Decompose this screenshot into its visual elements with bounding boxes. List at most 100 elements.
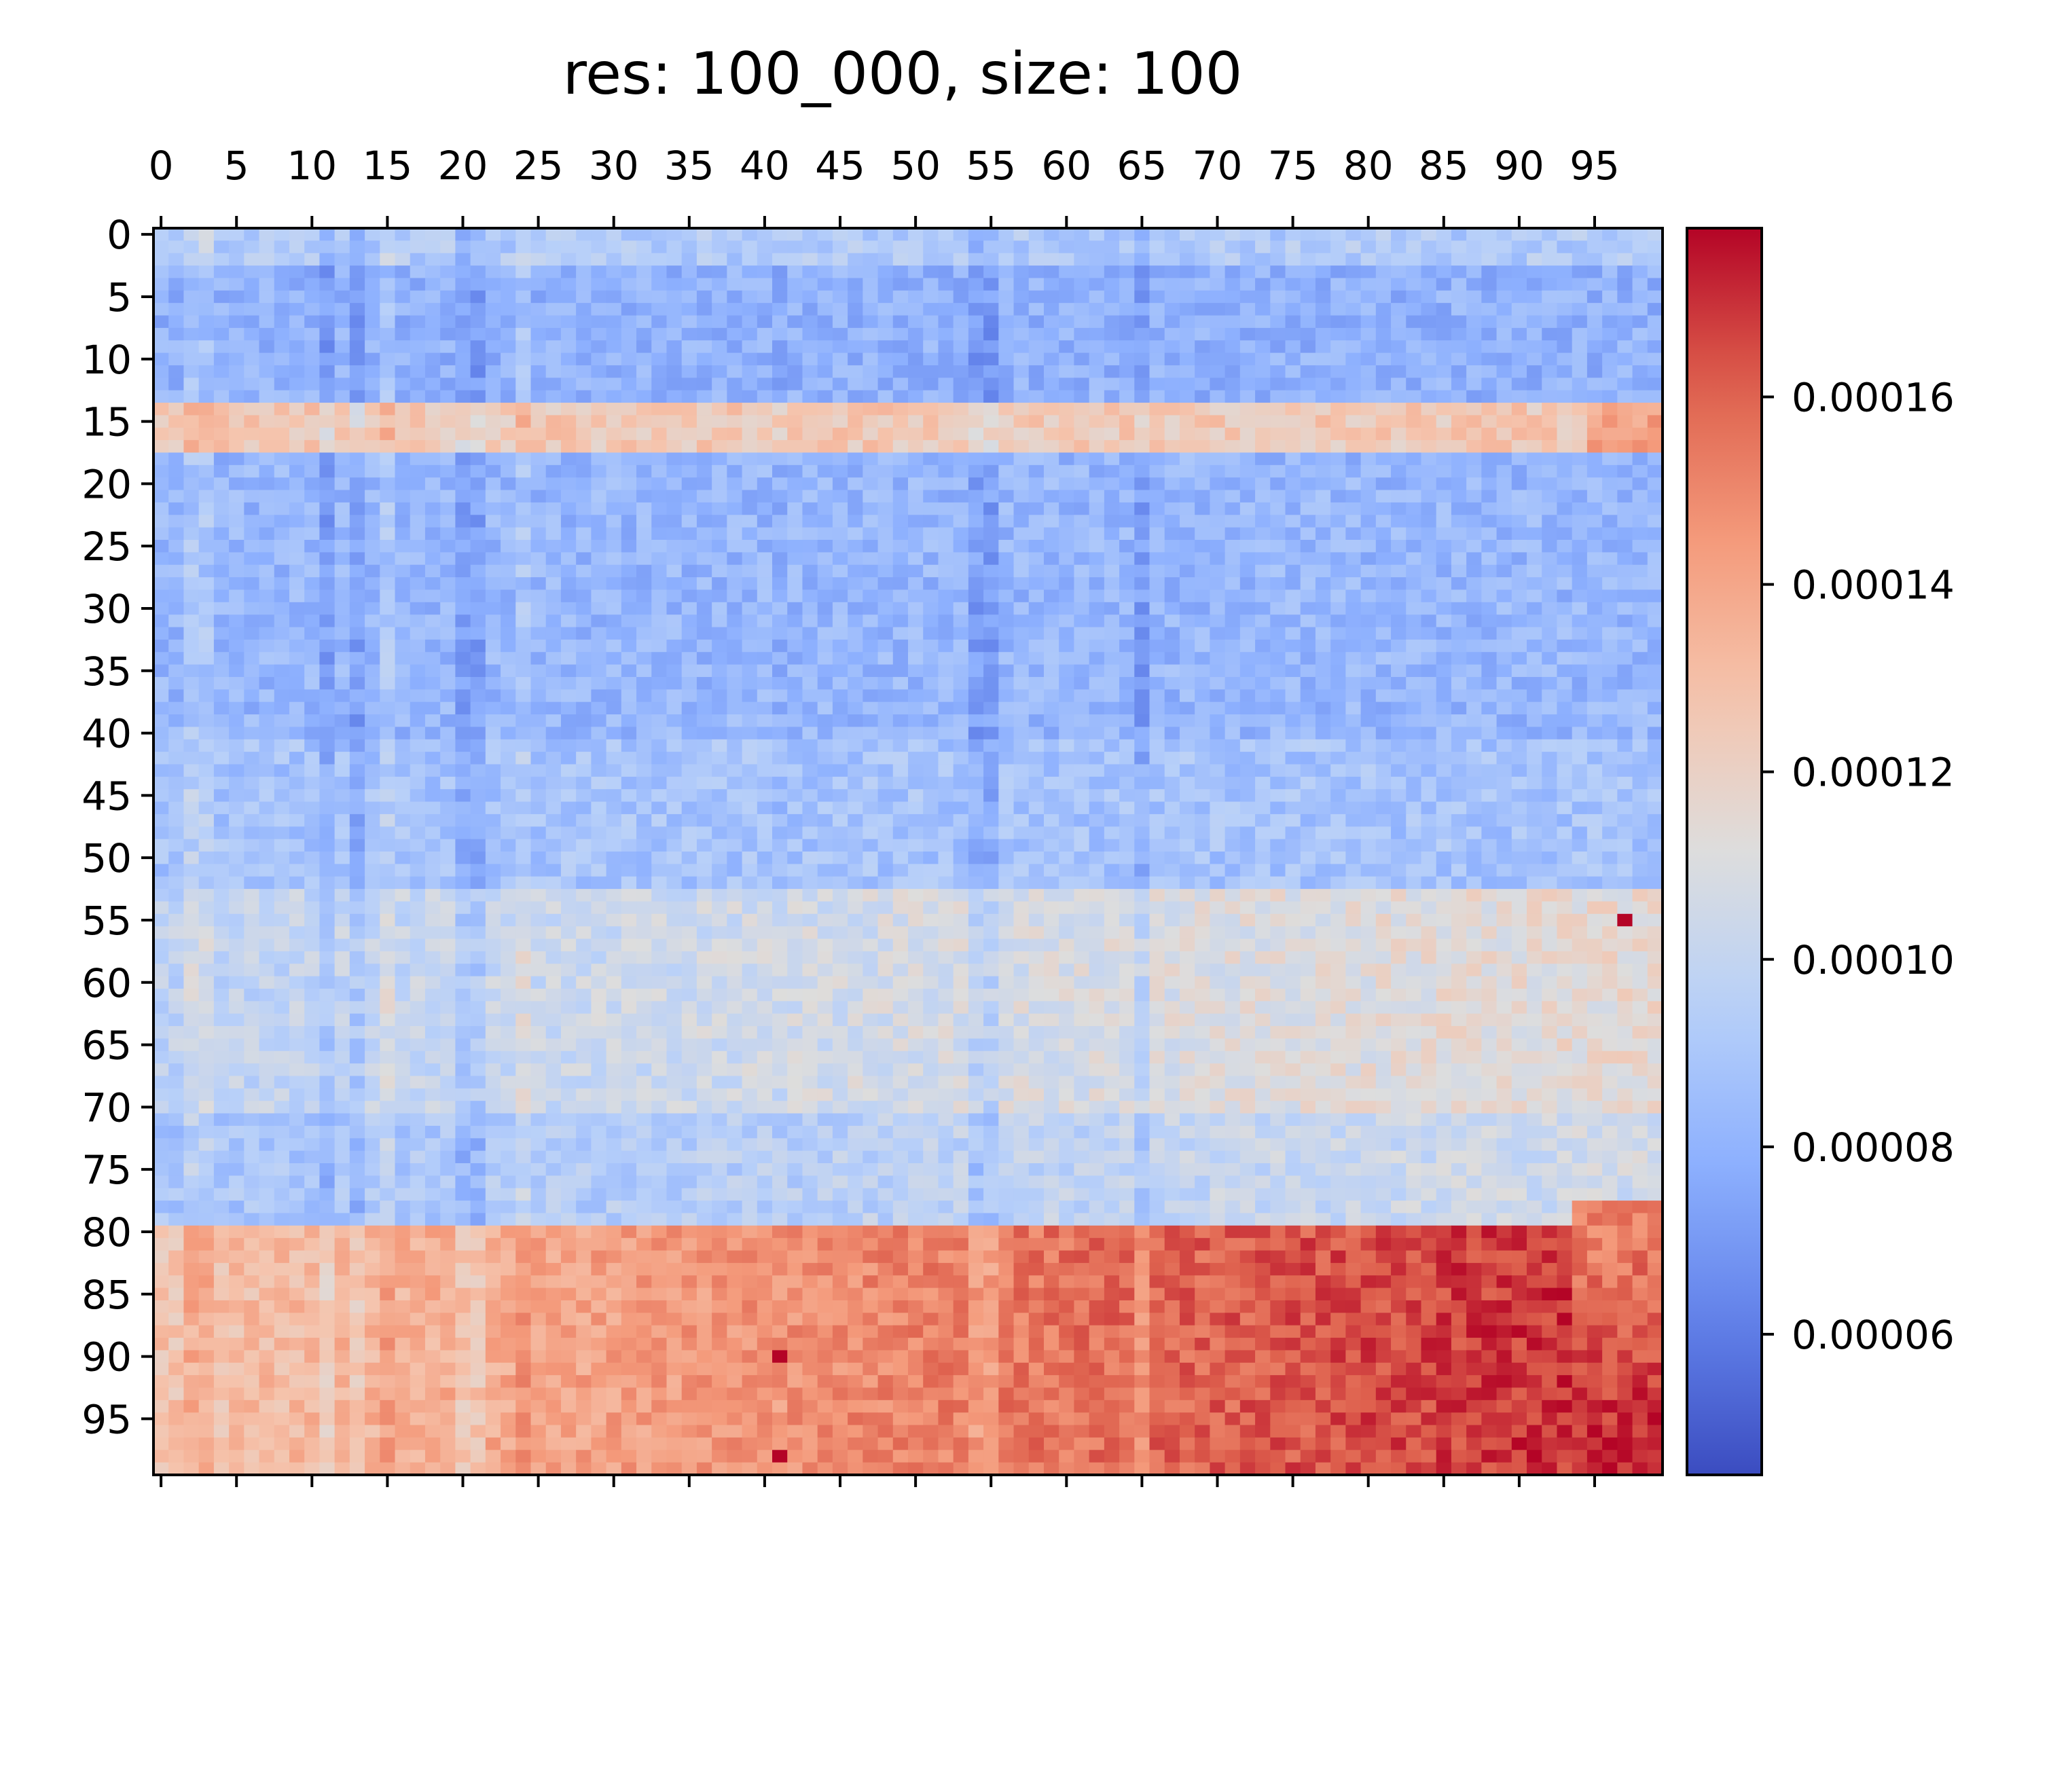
heatmap-cell xyxy=(787,813,803,827)
heatmap-cell xyxy=(1164,589,1180,603)
heatmap-cell xyxy=(229,477,244,491)
heatmap-cell xyxy=(1602,701,1618,715)
heatmap-cell xyxy=(1255,327,1271,341)
heatmap-cell xyxy=(938,228,954,241)
heatmap-cell xyxy=(289,327,305,341)
heatmap-cell xyxy=(501,826,516,840)
heatmap-cell xyxy=(334,415,350,428)
heatmap-cell xyxy=(1270,615,1286,628)
heatmap-cell xyxy=(229,727,244,740)
heatmap-cell xyxy=(1104,340,1120,354)
heatmap-cell xyxy=(1225,378,1241,391)
heatmap-cell xyxy=(1632,415,1648,428)
heatmap-cell xyxy=(892,452,909,466)
heatmap-cell xyxy=(681,540,697,553)
heatmap-cell xyxy=(1300,776,1316,790)
heatmap-cell xyxy=(1149,527,1165,541)
heatmap-cell xyxy=(395,676,411,690)
heatmap-cell xyxy=(1466,228,1482,241)
heatmap-cell xyxy=(153,502,169,515)
heatmap-cell xyxy=(1013,627,1030,640)
heatmap-cell xyxy=(802,839,818,852)
heatmap-cell xyxy=(183,801,200,815)
heatmap-cell xyxy=(877,701,894,715)
heatmap-cell xyxy=(545,427,562,441)
heatmap-cell xyxy=(485,739,501,752)
heatmap-cell xyxy=(1149,577,1165,591)
heatmap-cell xyxy=(259,240,275,254)
heatmap-cell xyxy=(908,801,924,815)
heatmap-cell xyxy=(742,615,758,628)
heatmap-cell xyxy=(515,752,532,765)
heatmap-cell xyxy=(1104,801,1120,815)
heatmap-cell xyxy=(1345,266,1362,279)
heatmap-cell xyxy=(681,577,697,591)
heatmap-cell xyxy=(1360,652,1377,665)
heatmap-cell xyxy=(1586,714,1603,727)
heatmap-cell xyxy=(681,515,697,528)
heatmap-cell xyxy=(349,739,365,752)
heatmap-cell xyxy=(1300,727,1316,740)
heatmap-cell xyxy=(1632,464,1648,478)
heatmap-cell xyxy=(183,477,200,491)
heatmap-cell xyxy=(1074,589,1090,603)
heatmap-cell xyxy=(757,365,773,378)
heatmap-cell xyxy=(1451,290,1467,304)
heatmap-cell xyxy=(349,676,365,690)
heatmap-cell xyxy=(545,378,562,391)
heatmap-cell xyxy=(1164,490,1180,503)
heatmap-cell xyxy=(1059,390,1075,403)
heatmap-cell xyxy=(681,390,697,403)
heatmap-cell xyxy=(1391,452,1407,466)
heatmap-cell xyxy=(349,527,365,541)
heatmap-cell xyxy=(365,615,380,628)
heatmap-cell xyxy=(304,839,321,852)
heatmap-cell xyxy=(183,490,200,503)
heatmap-cell xyxy=(1043,427,1059,441)
heatmap-cell xyxy=(1315,415,1331,428)
heatmap-cell xyxy=(1572,352,1588,366)
heatmap-cell xyxy=(349,228,365,241)
heatmap-cell xyxy=(229,689,244,703)
heatmap-cell xyxy=(229,714,244,727)
heatmap-cell xyxy=(1647,689,1663,703)
heatmap-cell xyxy=(923,752,939,765)
heatmap-cell xyxy=(515,440,532,454)
heatmap-cell xyxy=(1149,714,1165,727)
heatmap-cell xyxy=(1330,340,1346,354)
heatmap-cell xyxy=(274,240,290,254)
heatmap-cell xyxy=(1330,240,1346,254)
heatmap-cell xyxy=(274,727,290,740)
heatmap-cell xyxy=(787,826,803,840)
heatmap-cell xyxy=(636,615,652,628)
heatmap-cell xyxy=(908,826,924,840)
heatmap-cell xyxy=(1028,378,1045,391)
heatmap-cell xyxy=(349,278,365,291)
heatmap-cell xyxy=(213,340,230,354)
heatmap-cell xyxy=(1210,602,1226,615)
heatmap-cell xyxy=(1013,390,1030,403)
heatmap-cell xyxy=(681,627,697,640)
heatmap-cell xyxy=(1285,577,1301,591)
heatmap-cell xyxy=(1360,589,1377,603)
heatmap-cell xyxy=(877,415,894,428)
heatmap-cell xyxy=(1059,801,1075,815)
heatmap-cell xyxy=(1345,589,1362,603)
heatmap-cell xyxy=(153,739,169,752)
heatmap-cell xyxy=(1586,689,1603,703)
heatmap-cell xyxy=(304,440,321,454)
heatmap-cell xyxy=(153,727,169,740)
heatmap-cell xyxy=(1572,515,1588,528)
heatmap-cell xyxy=(938,540,954,553)
heatmap-cell xyxy=(908,689,924,703)
heatmap-cell xyxy=(274,440,290,454)
heatmap-cell xyxy=(923,602,939,615)
heatmap-cell xyxy=(560,278,577,291)
heatmap-cell xyxy=(1074,826,1090,840)
heatmap-cell xyxy=(380,589,396,603)
heatmap-cell xyxy=(1360,701,1377,715)
heatmap-cell xyxy=(1466,689,1482,703)
heatmap-cell xyxy=(1511,752,1527,765)
heatmap-cell xyxy=(183,727,200,740)
heatmap-cell xyxy=(1632,340,1648,354)
